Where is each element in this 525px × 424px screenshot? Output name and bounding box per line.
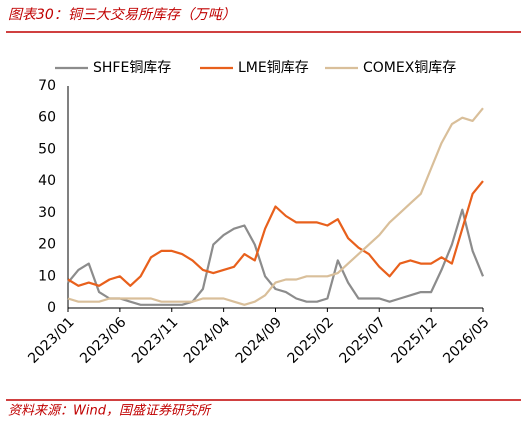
y-tick-label: 0 [47, 300, 56, 316]
x-tick-label: 2023/11 [129, 314, 181, 366]
series-line [67, 180, 484, 287]
y-tick-label: 50 [38, 141, 56, 157]
y-tick-label: 30 [38, 205, 56, 221]
y-tick-label: 40 [38, 173, 56, 189]
legend-label: COMEX铜库存 [363, 60, 456, 76]
x-tick-label: 2023/06 [77, 314, 130, 367]
legend-label: SHFE铜库存 [93, 60, 171, 76]
chart-title: 图表30：铜三大交易所库存（万吨） [8, 7, 236, 23]
series-line [67, 107, 484, 306]
y-tick-label: 70 [38, 78, 56, 94]
x-tick-label: 2026/05 [440, 314, 492, 366]
x-tick-label: 2025/12 [388, 314, 440, 366]
x-tick-label: 2025/02 [285, 314, 337, 366]
x-tick-label: 2023/01 [25, 314, 77, 366]
y-tick-label: 10 [38, 268, 56, 284]
x-tick-label: 2024/09 [233, 314, 285, 366]
x-tick-label: 2025/07 [336, 314, 388, 366]
legend-label: LME铜库存 [238, 60, 309, 76]
series-line [67, 208, 485, 306]
y-tick-label: 60 [38, 110, 56, 126]
x-tick-label: 2024/04 [181, 314, 234, 367]
source-note: 资料来源：Wind，国盛证券研究所 [8, 403, 212, 419]
y-tick-label: 20 [38, 237, 56, 253]
